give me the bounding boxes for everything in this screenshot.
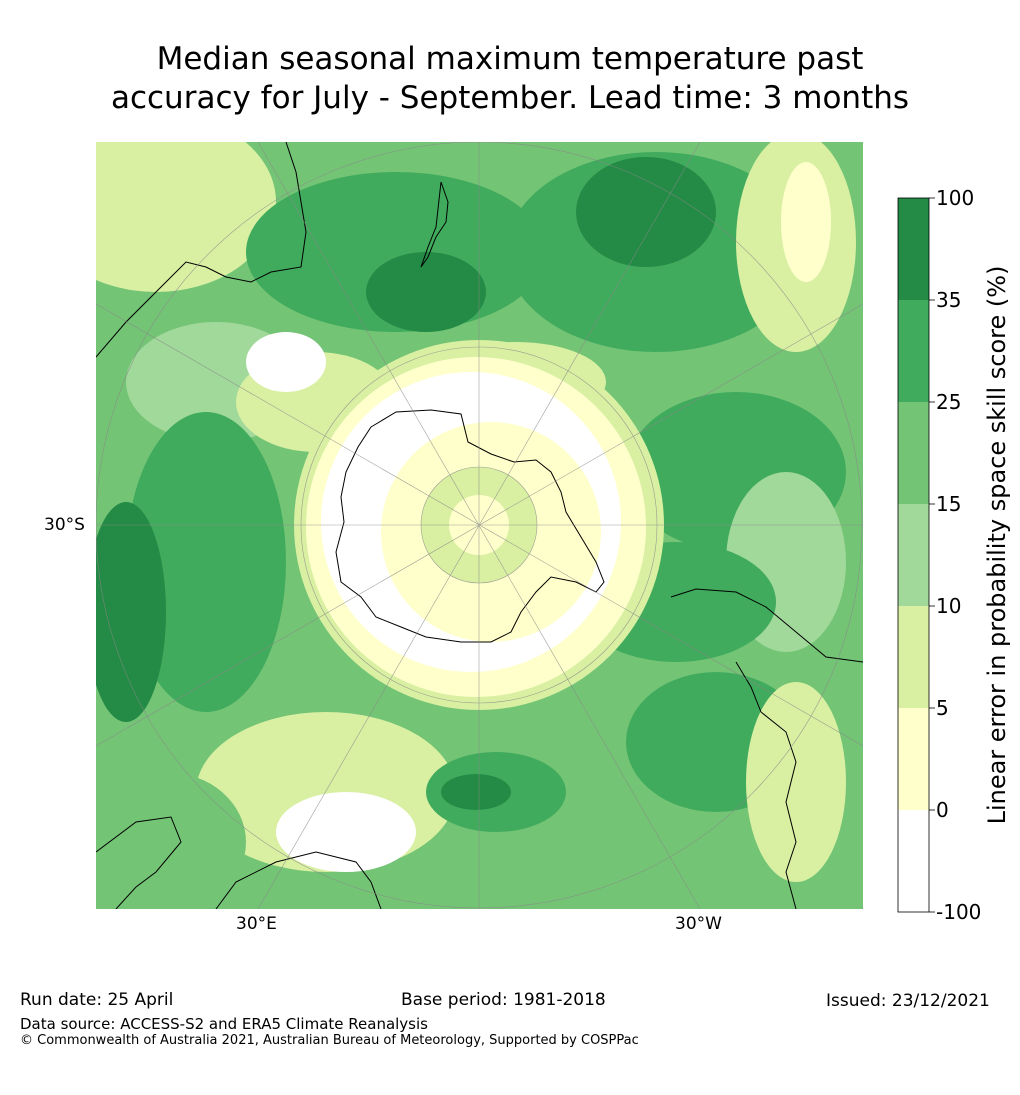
chart-title: Median seasonal maximum temperature past… <box>0 40 1020 118</box>
colorbar-tick-label: 0 <box>936 798 949 822</box>
graticule <box>96 142 863 909</box>
new-zealand-coastline <box>420 181 449 268</box>
colorbar-swatch <box>898 708 929 810</box>
run-date: Run date: 25 April <box>20 990 174 1010</box>
colorbar-tick-label: 35 <box>936 288 961 312</box>
colorbar-swatch <box>898 198 929 300</box>
title-line-2: accuracy for July - September. Lead time… <box>110 80 910 116</box>
australia-coastline <box>96 142 307 358</box>
colorbar-tick-label: 15 <box>936 492 961 516</box>
lat-label-30s: 30°S <box>44 515 85 535</box>
skill-score-map <box>96 142 863 909</box>
copyright: © Commonwealth of Australia 2021, Austra… <box>20 1033 639 1048</box>
colorbar-swatch <box>898 606 929 708</box>
colorbar-label: Linear error in probability space skill … <box>983 266 1011 825</box>
colorbar-tick-label: 25 <box>936 390 961 414</box>
issued-date: Issued: 23/12/2021 <box>826 991 990 1011</box>
colorbar-border <box>897 197 930 913</box>
south-america-coastline <box>670 588 863 663</box>
base-period: Base period: 1981-2018 <box>401 990 606 1010</box>
title-line-1: Median seasonal maximum temperature past <box>156 41 864 77</box>
antarctica-coastline <box>335 409 605 643</box>
colorbar-swatch <box>898 810 929 912</box>
colorbar-tick-label: -100 <box>936 900 981 924</box>
data-source: Data source: ACCESS-S2 and ERA5 Climate … <box>20 1015 428 1033</box>
colorbar-tick-label: 100 <box>936 186 974 210</box>
colorbar-swatch <box>898 402 929 504</box>
colorbar-tick-label: 10 <box>936 594 961 618</box>
colorbar-tick-label: 5 <box>936 696 949 720</box>
colorbar-swatch <box>898 504 929 606</box>
africa-coastline <box>96 816 182 909</box>
lon-label-30e: 30°E <box>236 914 277 934</box>
colorbar: 100 35 25 15 10 5 0 -100 Linear error in probab… <box>897 186 1011 924</box>
colorbar-swatch <box>898 300 929 402</box>
lon-label-30w: 30°W <box>675 914 722 934</box>
